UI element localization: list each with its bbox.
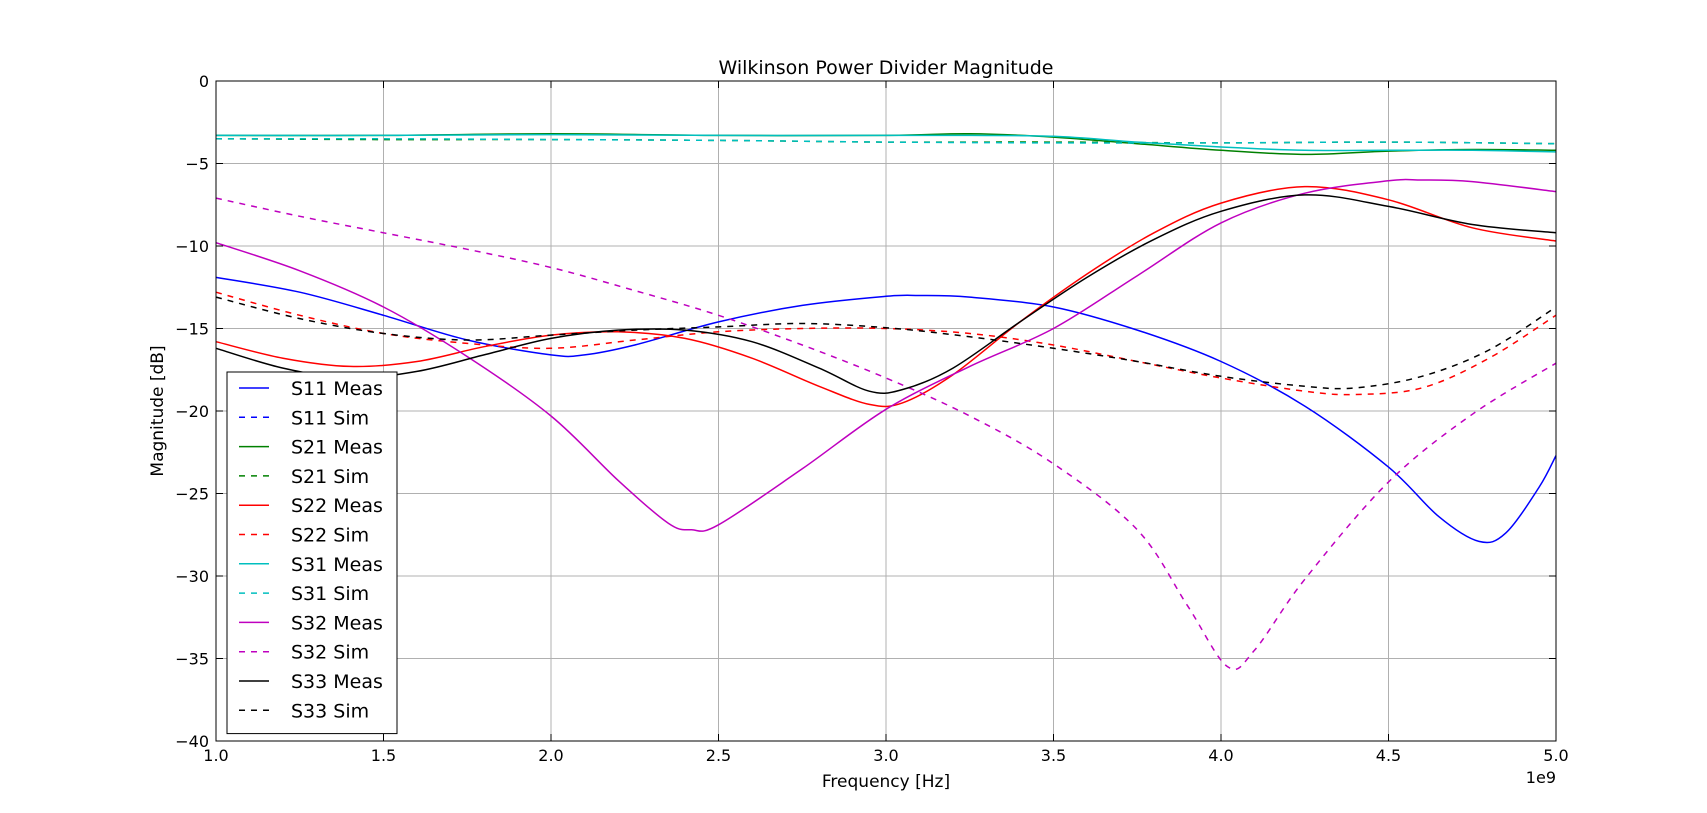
legend-label: S31 Meas xyxy=(291,554,383,576)
y-tick-label: 0 xyxy=(199,72,209,91)
legend-label: S32 Sim xyxy=(291,642,369,664)
legend-label: S33 Meas xyxy=(291,671,383,693)
series-s22-meas xyxy=(215,185,1557,408)
legend-label: S22 Meas xyxy=(291,495,383,517)
y-tick-label: −30 xyxy=(175,567,209,586)
series-s33-meas xyxy=(215,194,1557,395)
legend-label: S11 Sim xyxy=(291,407,369,429)
x-tick-label: 2.0 xyxy=(538,746,563,765)
legend-label: S31 Sim xyxy=(291,583,369,605)
series-s22-sim xyxy=(215,291,1557,396)
series-s32-meas xyxy=(215,178,1557,532)
y-tick-label: −35 xyxy=(175,650,209,669)
legend: S11 Meas S11 Sim S21 Meas S21 Sim S22 Meas S2… xyxy=(226,371,398,735)
series-s33-sim xyxy=(215,296,1557,390)
series-s31-sim xyxy=(215,137,1557,145)
y-tick-label: −10 xyxy=(175,237,209,256)
x-tick-label: 1.0 xyxy=(203,746,228,765)
x-axis-title: Frequency [Hz] xyxy=(822,772,950,792)
legend-label: S32 Meas xyxy=(291,612,383,634)
plot-series xyxy=(215,133,1557,671)
chart-title: Wilkinson Power Divider Magnitude xyxy=(718,57,1053,79)
series-s11-meas xyxy=(215,276,1557,544)
legend-label: S21 Meas xyxy=(291,437,383,459)
legend-label: S33 Sim xyxy=(291,700,369,722)
x-tick-label: 3.5 xyxy=(1041,746,1066,765)
x-axis-multiplier: 1e9 xyxy=(1526,768,1556,787)
x-tick-label: 4.0 xyxy=(1208,746,1233,765)
axis-ticks: 1.0 1.5 2.0 2.5 3.0 3.5 4.0 4.5 5.0 0 −5 −10 −15 −20 −… xyxy=(175,72,1568,765)
series-s32-sim xyxy=(215,197,1557,671)
legend-label: S22 Sim xyxy=(291,525,369,547)
y-tick-label: −5 xyxy=(185,155,209,174)
x-tick-label: 4.5 xyxy=(1376,746,1401,765)
y-tick-label: −40 xyxy=(175,732,209,751)
legend-label: S21 Sim xyxy=(291,466,369,488)
y-tick-label: −15 xyxy=(175,320,209,339)
series-s31-meas xyxy=(215,133,1557,153)
y-tick-label: −25 xyxy=(175,485,209,504)
x-tick-label: 1.5 xyxy=(371,746,396,765)
y-axis-title: Magnitude [dB] xyxy=(148,345,168,476)
legend-label: S11 Meas xyxy=(291,378,383,400)
x-tick-label: 2.5 xyxy=(706,746,731,765)
x-tick-label: 3.0 xyxy=(873,746,898,765)
x-tick-label: 5.0 xyxy=(1543,746,1568,765)
legend-box xyxy=(226,371,398,735)
y-tick-label: −20 xyxy=(175,402,209,421)
